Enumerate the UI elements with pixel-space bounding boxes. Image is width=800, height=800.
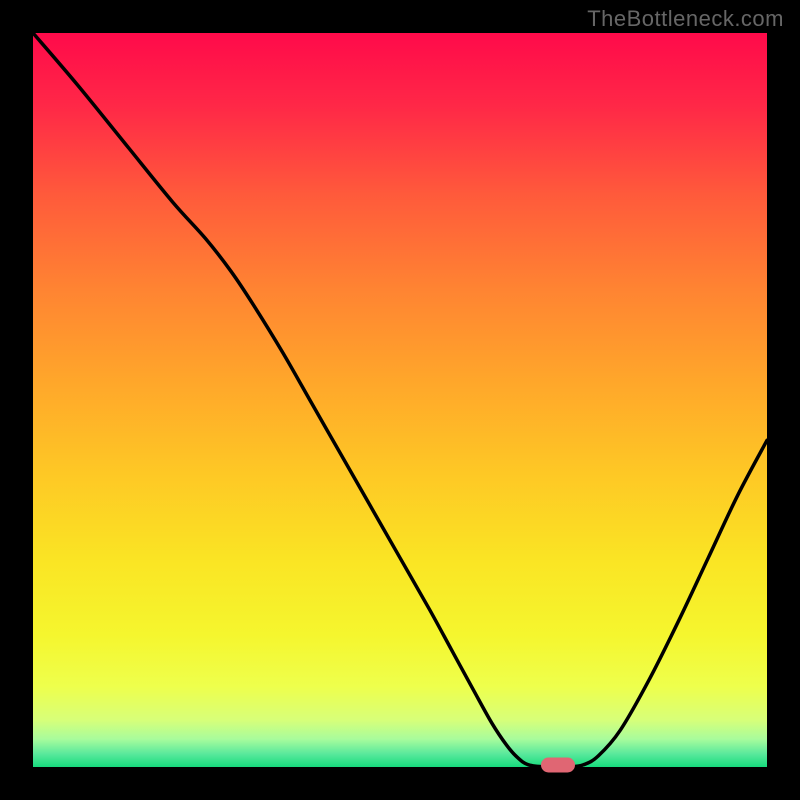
optimal-marker	[541, 757, 575, 772]
watermark-text: TheBottleneck.com	[587, 6, 784, 32]
curve-layer	[33, 33, 767, 767]
plot-area	[33, 33, 767, 767]
bottleneck-curve	[33, 33, 767, 767]
